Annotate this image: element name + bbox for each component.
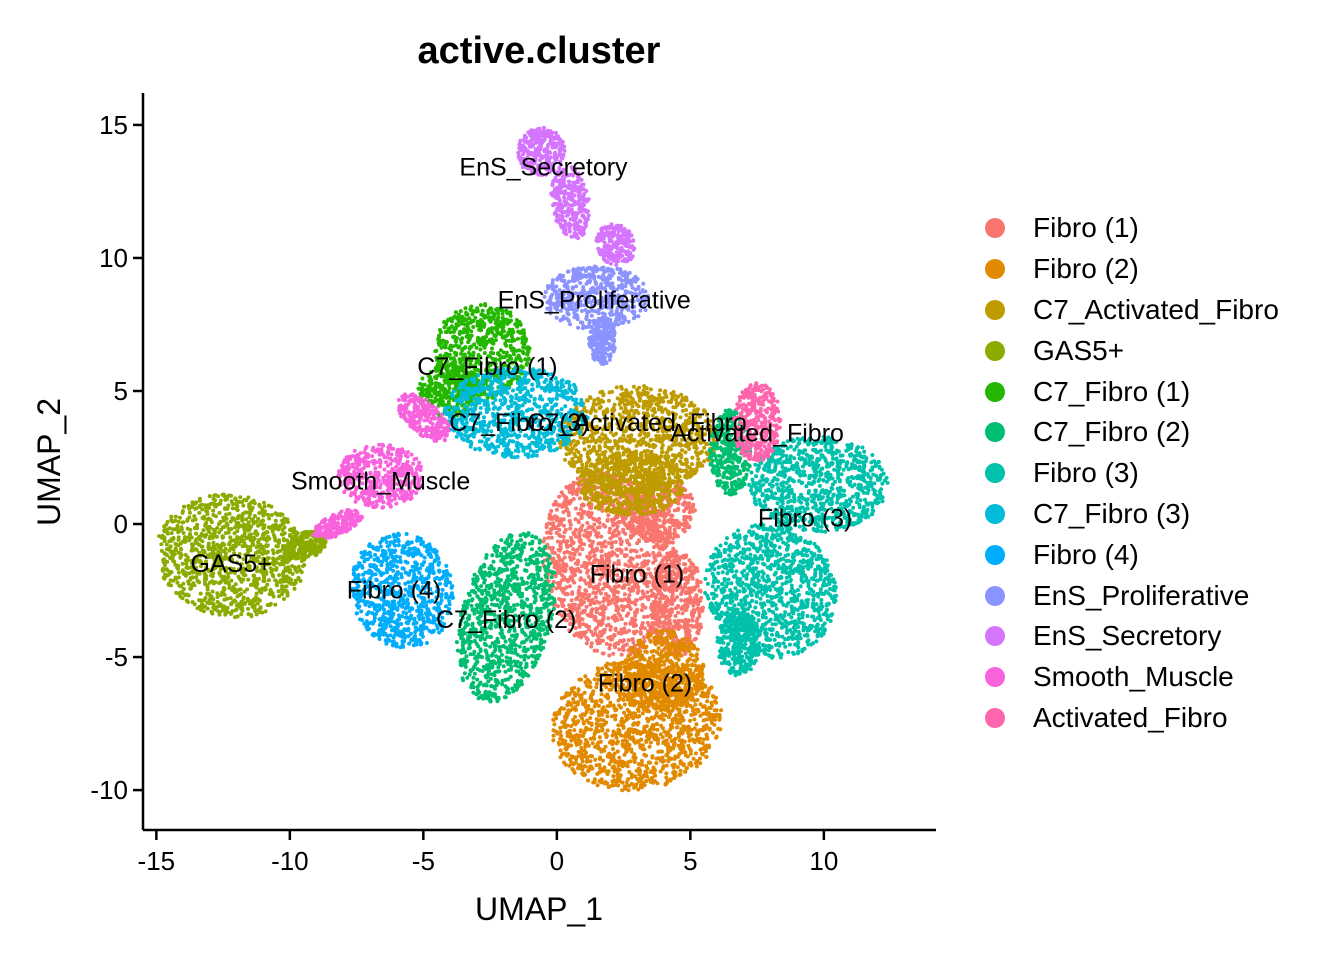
legend-swatch — [985, 503, 1005, 524]
legend-swatch — [985, 299, 1005, 320]
y-tick-label: 15 — [99, 110, 128, 140]
chart-title: active.cluster — [418, 30, 661, 72]
legend-item: C7_Fibro (2) — [975, 412, 1279, 453]
y-axis-title: UMAP_2 — [31, 398, 67, 526]
cluster-label: Fibro (3) — [758, 505, 852, 533]
legend-swatch — [985, 218, 1005, 239]
series-points-12 — [731, 381, 783, 463]
x-tick-label: 0 — [550, 846, 564, 876]
cluster-label: EnS_Secretory — [459, 153, 628, 181]
legend-item: EnS_Proliferative — [975, 575, 1279, 616]
legend-item: Fibro (1) — [975, 208, 1279, 249]
legend-swatch — [985, 585, 1005, 606]
y-tick-label: 5 — [114, 376, 128, 406]
cluster-label: C7_Fibro (2) — [436, 606, 576, 634]
legend-label: Smooth_Muscle — [1033, 661, 1234, 693]
legend-item: C7_Fibro (3) — [975, 494, 1279, 535]
series-points-10 — [516, 125, 637, 267]
legend-swatch — [985, 422, 1005, 443]
cluster-label: C7_Fibro (3) — [449, 409, 589, 437]
cluster-label: C7_Fibro (1) — [417, 353, 557, 381]
cluster-label: Activated_Fibro — [670, 420, 844, 448]
legend-label: C7_Fibro (2) — [1033, 416, 1191, 448]
series-points-5 — [454, 408, 753, 704]
cluster-label: GAS5+ — [190, 550, 271, 578]
series-points-1 — [551, 628, 724, 793]
legend-label: GAS5+ — [1033, 334, 1125, 366]
legend-swatch — [985, 707, 1005, 728]
series-points-8 — [349, 531, 455, 650]
y-tick-label: -10 — [90, 775, 128, 805]
legend-label: EnS_Secretory — [1033, 620, 1222, 652]
legend-swatch — [985, 544, 1005, 565]
legend-swatch — [985, 667, 1005, 688]
x-tick-label: -10 — [271, 846, 309, 876]
legend-item: C7_Activated_Fibro — [975, 290, 1279, 331]
legend-label: Fibro (4) — [1033, 538, 1139, 570]
x-tick-label: 5 — [683, 846, 697, 876]
cluster-label: Fibro (2) — [598, 670, 692, 698]
x-tick-label: -15 — [138, 846, 176, 876]
legend-item: Fibro (2) — [975, 249, 1279, 290]
series-points-6 — [703, 434, 890, 678]
legend-swatch — [985, 340, 1005, 361]
legend-item: GAS5+ — [975, 330, 1279, 371]
legend-item: Fibro (3) — [975, 453, 1279, 494]
legend-label: Fibro (1) — [1033, 212, 1139, 244]
legend-item: C7_Fibro (1) — [975, 371, 1279, 412]
legend-item: Activated_Fibro — [975, 698, 1279, 739]
legend-label: C7_Fibro (1) — [1033, 375, 1191, 407]
legend-item: Smooth_Muscle — [975, 657, 1279, 698]
x-tick-label: -5 — [412, 846, 435, 876]
legend-swatch — [985, 463, 1005, 484]
legend-label: Activated_Fibro — [1033, 701, 1228, 733]
series-points-7 — [443, 365, 590, 460]
cluster-label: Fibro (1) — [590, 561, 684, 589]
legend-label: Fibro (2) — [1033, 253, 1139, 285]
cluster-labels: Fibro (1) Fibro (2) C7_Activated_Fibro GAS5… — [190, 153, 852, 697]
legend-swatch — [985, 381, 1005, 402]
legend-label: EnS_Proliferative — [1033, 579, 1250, 611]
legend-swatch — [985, 259, 1005, 280]
cluster-label: C7_Activated_Fibro — [527, 409, 747, 437]
y-tick-label: 10 — [99, 243, 128, 273]
legend: Fibro (1) Fibro (2) C7_Activated_Fibro GAS5… — [975, 208, 1279, 738]
legend-swatch — [985, 626, 1005, 647]
y-tick-label: 0 — [114, 509, 128, 539]
series-points-9 — [542, 264, 651, 366]
x-axis-title: UMAP_1 — [475, 891, 603, 927]
scatter-points — [157, 125, 890, 793]
cluster-label: Smooth_Muscle — [291, 467, 470, 495]
cluster-label: Fibro (4) — [347, 577, 441, 605]
legend-label: C7_Fibro (3) — [1033, 497, 1191, 529]
series-points-3 — [157, 492, 328, 620]
axes: -15 -10 -5 0 5 10 -10 -5 0 5 10 15 — [90, 93, 936, 876]
legend-item: Fibro (4) — [975, 534, 1279, 575]
series-points-11 — [311, 392, 451, 540]
legend-item: EnS_Secretory — [975, 616, 1279, 657]
cluster-label: EnS_Proliferative — [498, 287, 691, 315]
y-tick-label: -5 — [105, 642, 128, 672]
legend-label: C7_Activated_Fibro — [1033, 293, 1279, 325]
x-tick-label: 10 — [809, 846, 838, 876]
legend-label: Fibro (3) — [1033, 457, 1139, 489]
